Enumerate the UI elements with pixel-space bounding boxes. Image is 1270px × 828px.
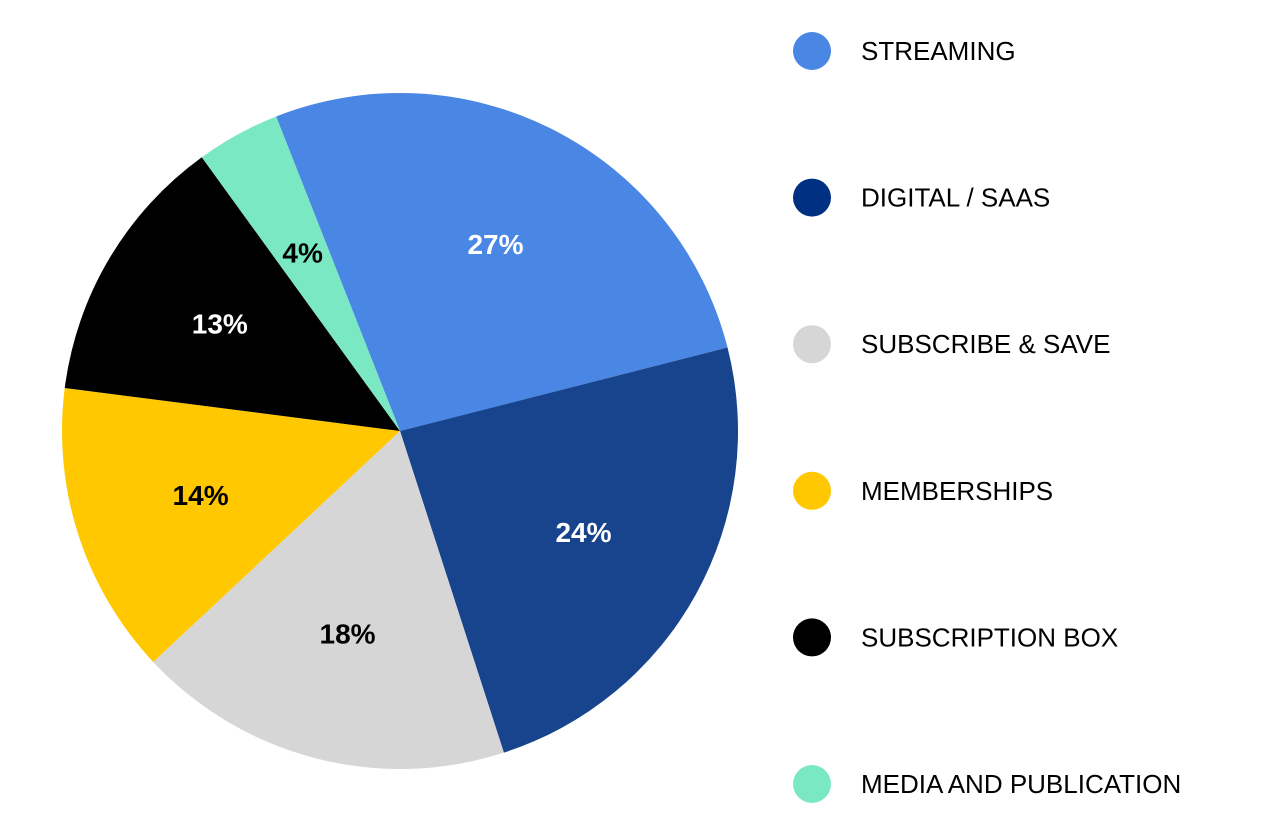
legend-swatch-streaming: [793, 32, 831, 70]
legend-label-subscription-box: SUBSCRIPTION BOX: [861, 622, 1118, 652]
slice-label-subscription-box: 13%: [192, 309, 248, 340]
legend-label-media-and-publication: MEDIA AND PUBLICATION: [861, 769, 1181, 799]
pie-slice-digital-saas: [400, 347, 738, 753]
legend-label-memberships: MEMBERSHIPS: [861, 476, 1053, 506]
legend: STREAMING DIGITAL / SAAS SUBSCRIBE & SAVE M…: [793, 32, 1181, 803]
slice-label-digital-saas: 24%: [555, 517, 611, 548]
legend-label-streaming: STREAMING: [861, 36, 1016, 66]
slice-label-subscribe-save: 18%: [320, 618, 376, 649]
slice-label-streaming: 27%: [467, 229, 523, 260]
legend-label-subscribe-save: SUBSCRIBE & SAVE: [861, 329, 1111, 359]
legend-swatch-memberships: [793, 471, 831, 510]
slice-label-memberships: 14%: [173, 480, 229, 511]
pie-slice-subscription-box: [64, 157, 400, 431]
legend-swatch-digital-saas: [793, 178, 831, 217]
pie-slice-media-and-publication: [201, 116, 400, 431]
legend-swatch-subscription-box: [793, 618, 831, 657]
legend-swatch-media-and-publication: [793, 765, 831, 803]
pie-slice-memberships: [62, 388, 400, 662]
legend-swatch-subscribe-save: [793, 325, 831, 364]
slice-label-media-and-publication: 4%: [282, 238, 323, 269]
legend-label-digital-saas: DIGITAL / SAAS: [861, 183, 1050, 213]
pie-slice-subscribe-save: [153, 431, 504, 770]
pie-slices: [62, 93, 738, 770]
pie-slice-streaming: [276, 93, 728, 432]
pie-slice-labels: 27% 24% 18% 14% 13% 4%: [173, 229, 612, 649]
